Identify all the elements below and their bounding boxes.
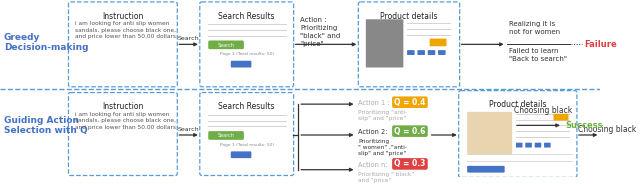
Text: Q = 0.4: Q = 0.4 bbox=[394, 98, 426, 107]
FancyBboxPatch shape bbox=[68, 2, 177, 87]
FancyBboxPatch shape bbox=[392, 96, 428, 108]
FancyBboxPatch shape bbox=[200, 2, 294, 87]
Text: Search Results: Search Results bbox=[218, 12, 275, 21]
Text: ...: ... bbox=[405, 151, 415, 161]
FancyBboxPatch shape bbox=[516, 143, 522, 148]
Text: Action :
Prioritizing
"black" and
"price": Action : Prioritizing "black" and "price… bbox=[300, 17, 340, 47]
FancyBboxPatch shape bbox=[407, 50, 415, 55]
Text: Realizing it is
not for women: Realizing it is not for women bbox=[509, 21, 561, 35]
FancyBboxPatch shape bbox=[525, 143, 532, 148]
Text: Greedy
Decision-making: Greedy Decision-making bbox=[4, 33, 88, 52]
Text: Success: Success bbox=[566, 121, 603, 130]
Text: Action 1 :: Action 1 : bbox=[358, 100, 390, 106]
Text: Q = 0.6: Q = 0.6 bbox=[394, 127, 426, 136]
FancyBboxPatch shape bbox=[366, 19, 403, 68]
FancyBboxPatch shape bbox=[438, 50, 445, 55]
Text: Action n:: Action n: bbox=[358, 162, 388, 168]
FancyBboxPatch shape bbox=[358, 2, 460, 87]
Text: Choosing black: Choosing black bbox=[514, 106, 572, 115]
FancyBboxPatch shape bbox=[544, 143, 550, 148]
Text: i am looking for anti slip women
sandals. please choose black one,
and price low: i am looking for anti slip women sandals… bbox=[75, 21, 176, 39]
Text: Prioritizing
" women" ,"anti-
slip" and "price": Prioritizing " women" ,"anti- slip" and … bbox=[358, 139, 407, 156]
FancyBboxPatch shape bbox=[208, 40, 244, 49]
Text: Failure: Failure bbox=[584, 40, 617, 49]
Text: Prioritizing " black"
and "price": Prioritizing " black" and "price" bbox=[358, 172, 415, 183]
FancyBboxPatch shape bbox=[554, 114, 568, 121]
Text: Product details: Product details bbox=[380, 12, 438, 21]
Text: Instruction: Instruction bbox=[102, 12, 143, 21]
Text: i am looking for anti slip women
sandals. please choose black one,
and price low: i am looking for anti slip women sandals… bbox=[75, 112, 176, 130]
Text: Search: Search bbox=[178, 36, 199, 42]
FancyBboxPatch shape bbox=[459, 91, 577, 177]
FancyBboxPatch shape bbox=[428, 50, 435, 55]
FancyBboxPatch shape bbox=[392, 158, 428, 170]
FancyBboxPatch shape bbox=[208, 131, 244, 140]
Text: Search Results: Search Results bbox=[218, 102, 275, 111]
FancyBboxPatch shape bbox=[534, 143, 541, 148]
Text: Search: Search bbox=[178, 127, 199, 132]
Text: Instruction: Instruction bbox=[102, 102, 143, 111]
Text: Guiding Action
Selection with Q: Guiding Action Selection with Q bbox=[4, 116, 88, 135]
Text: Failed to learn
"Back to search": Failed to learn "Back to search" bbox=[509, 48, 567, 62]
FancyBboxPatch shape bbox=[392, 125, 428, 137]
FancyBboxPatch shape bbox=[467, 112, 512, 154]
FancyBboxPatch shape bbox=[417, 50, 425, 55]
FancyBboxPatch shape bbox=[231, 61, 252, 68]
Text: Search: Search bbox=[218, 133, 234, 138]
Text: Action 2:: Action 2: bbox=[358, 129, 388, 135]
Text: Choosing black: Choosing black bbox=[578, 125, 636, 134]
Text: Prioritizing "anti-
slip" and "price": Prioritizing "anti- slip" and "price" bbox=[358, 110, 408, 121]
Text: Page 1 (Total results: 50): Page 1 (Total results: 50) bbox=[220, 143, 274, 147]
FancyBboxPatch shape bbox=[467, 166, 505, 173]
Text: Q = 0.3: Q = 0.3 bbox=[394, 159, 426, 168]
Text: Search: Search bbox=[218, 43, 234, 48]
FancyBboxPatch shape bbox=[200, 93, 294, 176]
FancyBboxPatch shape bbox=[429, 39, 447, 46]
FancyBboxPatch shape bbox=[68, 93, 177, 176]
FancyBboxPatch shape bbox=[231, 151, 252, 158]
Text: Page 1 (Total results: 50): Page 1 (Total results: 50) bbox=[220, 52, 274, 56]
Text: Product details: Product details bbox=[489, 100, 547, 109]
